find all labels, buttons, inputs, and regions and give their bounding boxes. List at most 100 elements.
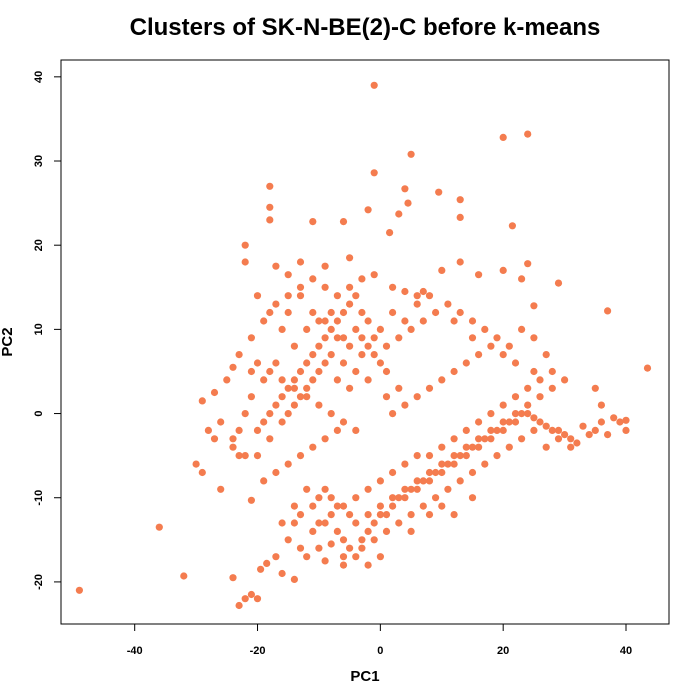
scatter-point <box>499 351 507 359</box>
scatter-point <box>241 595 249 603</box>
scatter-point <box>327 540 335 548</box>
scatter-point <box>247 334 255 342</box>
scatter-point <box>327 494 335 502</box>
y-axis-label: PC2 <box>0 327 16 356</box>
scatter-point <box>456 258 464 266</box>
scatter-point <box>253 292 262 300</box>
scatter-point <box>456 308 464 317</box>
scatter-point <box>303 553 311 561</box>
scatter-point <box>266 367 274 376</box>
scatter-point <box>290 401 298 409</box>
scatter-point <box>425 292 434 300</box>
chart-title: Clusters of SK-N-BE(2)-C before k-means <box>129 14 601 41</box>
scatter-point <box>296 544 305 552</box>
scatter-point <box>468 317 477 325</box>
scatter-point <box>309 218 317 226</box>
scatter-point <box>370 351 378 359</box>
scatter-point <box>290 519 298 527</box>
scatter-point <box>542 422 550 430</box>
scatter-point <box>499 401 507 409</box>
scatter-point <box>235 601 243 610</box>
scatter-point <box>425 510 434 519</box>
scatter-point <box>321 557 329 565</box>
scatter-point <box>561 376 569 384</box>
scatter-point <box>425 477 434 485</box>
scatter-point <box>475 271 483 279</box>
scatter-point <box>260 376 268 384</box>
scatter-point <box>524 410 532 418</box>
scatter-point <box>364 510 372 519</box>
y-tick-label: 40 <box>33 71 45 83</box>
scatter-point <box>321 283 329 291</box>
scatter-point <box>75 586 83 594</box>
scatter-point <box>462 443 470 451</box>
scatter-point <box>610 414 618 422</box>
scatter-point <box>370 81 378 89</box>
scatter-point <box>401 485 409 493</box>
scatter-point <box>346 384 354 392</box>
scatter-point <box>266 216 274 224</box>
scatter-point <box>530 334 538 342</box>
scatter-point <box>518 410 526 418</box>
scatter-point <box>204 426 212 434</box>
scatter-point <box>499 266 507 274</box>
scatter-point <box>253 426 262 434</box>
scatter-point <box>530 426 538 434</box>
scatter-point <box>548 367 556 376</box>
scatter-point <box>604 307 612 315</box>
scatter-point <box>438 443 446 451</box>
scatter-point <box>536 393 544 401</box>
scatter-point <box>505 443 513 451</box>
scatter-point <box>456 213 464 221</box>
scatter-point <box>591 426 599 434</box>
scatter-point <box>548 384 556 392</box>
scatter-point <box>511 359 520 367</box>
scatter-point <box>290 376 298 384</box>
scatter-point <box>346 544 354 552</box>
scatter-point <box>413 393 421 401</box>
scatter-point <box>382 393 391 401</box>
scatter-point <box>386 229 394 237</box>
scatter-point <box>530 414 538 422</box>
scatter-point <box>382 510 391 519</box>
scatter-point <box>309 502 317 510</box>
scatter-point <box>229 443 237 451</box>
scatter-point <box>597 401 606 409</box>
scatter-point <box>643 364 652 372</box>
scatter-point <box>511 393 520 401</box>
scatter-point <box>180 572 188 580</box>
y-axis-ticks: -20 -10 0 10 20 30 40 <box>33 71 61 590</box>
scatter-point <box>303 359 311 367</box>
y-tick-label: 30 <box>33 155 45 167</box>
x-tick-label: -20 <box>250 645 266 657</box>
scatter-point <box>272 262 280 270</box>
scatter-point <box>290 575 298 584</box>
scatter-point <box>462 452 470 460</box>
scatter-point <box>253 452 262 460</box>
scatter-point <box>475 443 483 451</box>
scatter-point <box>315 317 323 325</box>
scatter-point <box>333 502 341 510</box>
scatter-point <box>444 460 452 468</box>
scatter-point <box>315 367 323 376</box>
scatter-point <box>296 393 305 401</box>
scatter-point <box>462 359 470 367</box>
scatter-point <box>241 258 249 266</box>
scatter-point <box>364 376 372 384</box>
scatter-point <box>266 203 274 211</box>
scatter-point <box>413 477 421 485</box>
scatter-point <box>450 460 458 468</box>
scatter-point <box>554 279 563 287</box>
y-tick-label: -10 <box>33 490 45 506</box>
scatter-point <box>296 452 305 460</box>
scatter-point <box>487 410 495 418</box>
scatter-point <box>198 468 206 477</box>
scatter-point <box>370 271 378 279</box>
scatter-point <box>309 275 317 283</box>
scatter-point <box>370 536 378 544</box>
scatter-point <box>468 334 477 342</box>
scatter-point <box>435 188 443 196</box>
scatter-point <box>591 384 599 392</box>
scatter-point <box>487 426 495 434</box>
scatter-point <box>364 561 372 569</box>
